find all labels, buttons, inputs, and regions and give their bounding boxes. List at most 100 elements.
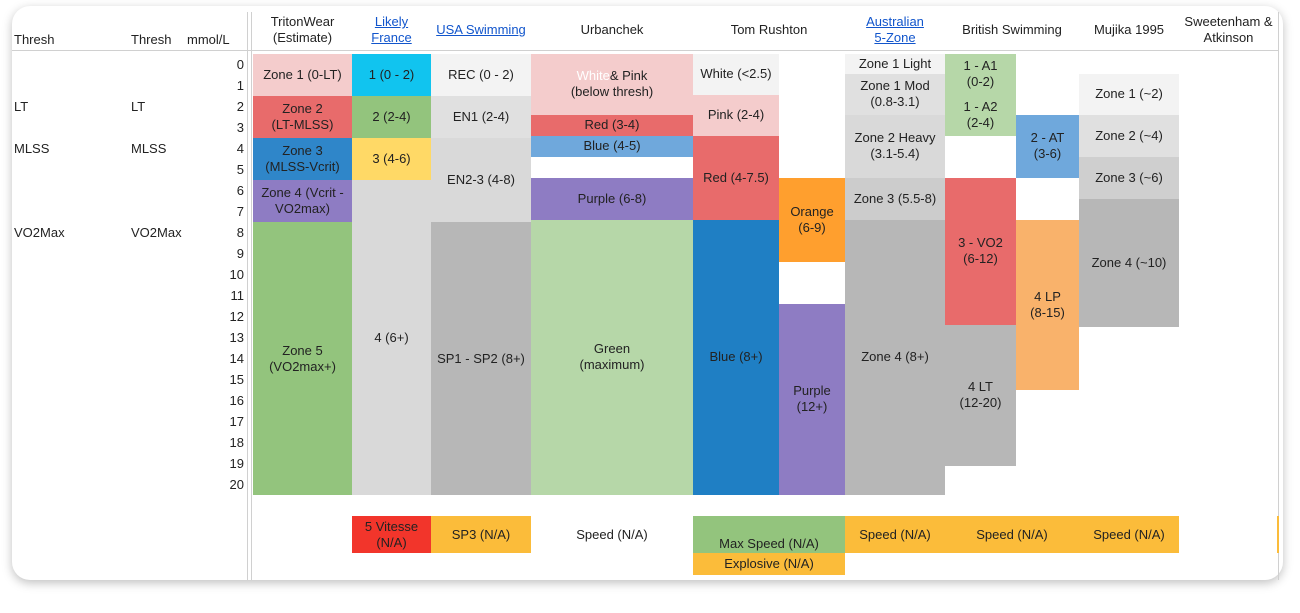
speed-block: Speed (N/A) xyxy=(1079,516,1179,553)
zone-block: Zone 3 (~6) xyxy=(1079,156,1179,199)
header-text: TritonWear (Estimate) xyxy=(270,14,335,45)
zone-block: Red (4-7.5) xyxy=(693,135,779,220)
zone-text: Zone 2 (~4) xyxy=(1095,128,1163,144)
zone-block: Red (3-4) xyxy=(531,114,693,136)
zone-block: Zone 1 Mod (0.8-3.1) xyxy=(845,73,945,115)
speed-block: Speed (N/A) xyxy=(945,516,1079,553)
zone-block: Zone 3 (5.5-8) xyxy=(845,177,945,220)
mmol-label: 7 xyxy=(236,204,244,219)
header-link[interactable]: Likely France xyxy=(371,14,412,45)
zone-block: Blue (4-5) xyxy=(531,135,693,157)
zone-text: EN2-3 (4-8) xyxy=(447,172,515,188)
zone-label: 4 (6+) xyxy=(374,329,409,345)
zone-label: White xyxy=(576,68,610,84)
zone-text: Zone 3 (~6) xyxy=(1095,170,1163,186)
speed-block: 5 Vitesse (N/A) xyxy=(352,516,431,553)
header-text: Tom Rushton xyxy=(730,22,808,37)
zone-text: White (<2.5) xyxy=(700,66,771,82)
zone-label: 1 (0 - 2) xyxy=(368,67,415,82)
threshold-label: LT xyxy=(131,99,146,114)
zone-label: Zone 2 Heavy (3.1-5.4) xyxy=(854,130,936,162)
zone-label: Blue (8+) xyxy=(709,349,763,365)
mmol-label: 8 xyxy=(236,225,244,240)
zone-label: Zone 5 (VO2max+) xyxy=(269,342,336,374)
header-link[interactable]: USA Swimming xyxy=(436,22,526,37)
zone-label: Zone 2 (~4) xyxy=(1095,127,1163,143)
zone-label: 4 LT (12-20) xyxy=(959,379,1002,411)
zone-text: Zone 1 (~2) xyxy=(1095,86,1163,102)
column-header: Mujika 1995 xyxy=(1079,12,1179,48)
header-link[interactable]: Australian 5-Zone xyxy=(866,14,924,45)
zone-text: SP1 - SP2 (8+) xyxy=(437,351,525,367)
zone-text: Pink (2-4) xyxy=(708,107,764,123)
zone-text: Zone 2 Heavy (3.1-5.4) xyxy=(855,130,936,162)
zone-label: 4 LP (8-15) xyxy=(1030,288,1065,320)
mmol-label: 12 xyxy=(229,309,244,324)
speed-block: SP3 (N/A) xyxy=(431,516,531,553)
column-header: British Swimming xyxy=(945,12,1079,48)
zone-label: Zone 3 (~6) xyxy=(1095,169,1163,185)
threshold-label: LT xyxy=(14,99,29,114)
mmol-label: 4 xyxy=(236,141,244,156)
zone-label: Zone 2 (LT-MLSS) xyxy=(271,101,334,132)
zone-text: 4 LT (12-20) xyxy=(960,379,1002,411)
header-text: British Swimming xyxy=(962,22,1062,37)
zone-label: Orange (6-9) xyxy=(790,203,834,235)
mmol-label: 15 xyxy=(229,372,244,387)
speed-block: Speed (N/A) xyxy=(576,526,648,542)
mmol-label: 3 xyxy=(236,120,244,135)
zone-label: Zone 4 (8+) xyxy=(861,349,929,365)
column-header: Urbanchek xyxy=(531,12,693,48)
zone-block: 4 (6+) xyxy=(352,180,431,495)
zone-block: EN1 (2-4) xyxy=(431,96,531,138)
zone-label: EN1 (2-4) xyxy=(452,109,510,124)
column-header: Tom Rushton xyxy=(693,12,845,48)
zone-text: EN1 (2-4) xyxy=(453,109,509,125)
zone-label: Green (maximum) xyxy=(579,341,645,373)
zone-block: 4 LP (8-15) xyxy=(1016,219,1079,390)
zone-label: EN2-3 (4-8) xyxy=(447,172,515,187)
zone-label: 2 - AT (3-6) xyxy=(1030,130,1065,162)
zone-text: 1 - A1 (0-2) xyxy=(964,58,998,90)
zone-block: 1 - A2 (2-4) xyxy=(945,94,1016,136)
zone-label: Zone 4 (~10) xyxy=(1091,254,1167,270)
mmol-label: 13 xyxy=(229,330,244,345)
threshold-label: VO2Max xyxy=(131,225,182,240)
zone-label: White (<2.5) xyxy=(700,66,772,82)
threshold-label: MLSS xyxy=(131,141,167,156)
zone-text: 1 - A2 (2-4) xyxy=(964,99,998,131)
zone-label: 3 (4-6) xyxy=(372,151,411,166)
zone-text: 2 (2-4) xyxy=(372,109,410,125)
zone-label: Red (3-4) xyxy=(584,117,640,133)
zone-text: Zone 1 Mod (0.8-3.1) xyxy=(860,78,929,110)
frozen-divider xyxy=(247,12,248,580)
right-border xyxy=(1278,12,1279,580)
speed-block: Max Speed (N/A) xyxy=(693,516,845,553)
zone-block: Zone 1 (0-LT) xyxy=(253,54,352,96)
frozen-divider xyxy=(251,12,252,580)
zone-text: 3 (4-6) xyxy=(372,151,410,167)
zone-text: Blue (8+) xyxy=(709,349,762,365)
column-header: Thresh xyxy=(14,32,55,47)
mmol-label: 5 xyxy=(236,162,244,177)
speed-edge xyxy=(1277,516,1279,553)
zone-label: SP1 - SP2 (8+) xyxy=(437,350,525,366)
column-header: TritonWear (Estimate) xyxy=(253,12,352,48)
zone-label: Zone 1 Mod (0.8-3.1) xyxy=(860,78,930,110)
zone-text: Blue (4-5) xyxy=(583,138,640,154)
column-header: Likely France xyxy=(352,12,431,48)
zone-label: Purple (6-8) xyxy=(577,190,647,206)
zone-block: Purple (6-8) xyxy=(531,177,693,220)
zone-text: Zone 3 (MLSS-Vcrit) xyxy=(265,143,339,175)
zone-text: 4 LP (8-15) xyxy=(1030,289,1065,321)
mmol-label: 16 xyxy=(229,393,244,408)
zone-block: Zone 3 (MLSS-Vcrit) xyxy=(253,138,352,180)
zone-text: 4 (6+) xyxy=(374,330,408,346)
zone-text: White& Pink (below thresh) xyxy=(571,68,653,100)
header-text: Mujika 1995 xyxy=(1093,22,1165,37)
zone-text: Zone 4 (~10) xyxy=(1092,255,1167,271)
zone-label: 1 - A2 (2-4) xyxy=(963,99,998,131)
zone-block: 3 - VO2 (6-12) xyxy=(945,177,1016,325)
zone-block: 2 (2-4) xyxy=(352,96,431,138)
